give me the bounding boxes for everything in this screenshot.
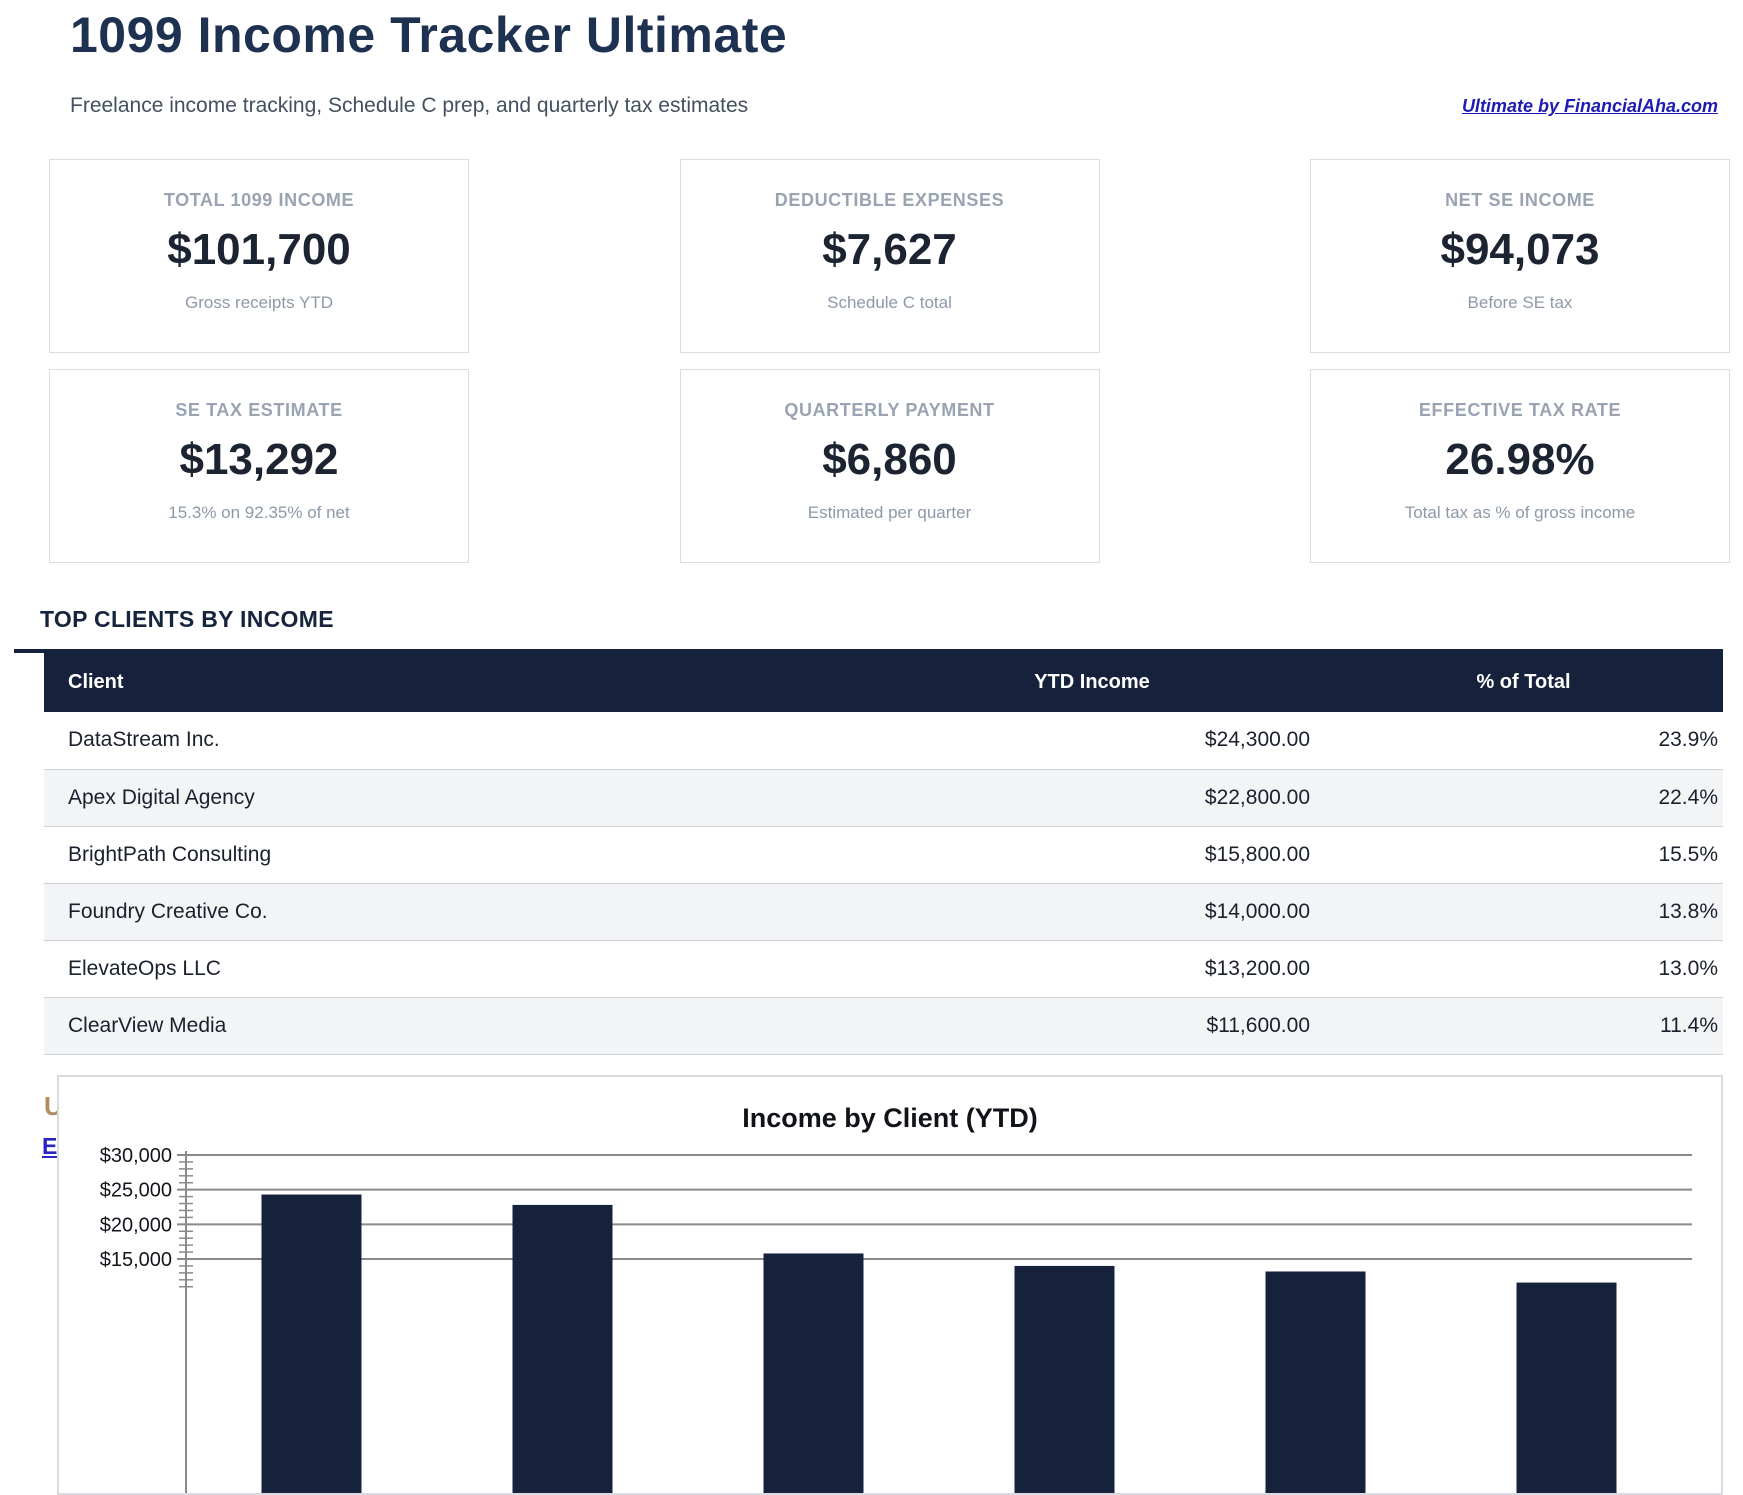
stat-card-net-se-income: NET SE INCOME $94,073 Before SE tax <box>1310 159 1730 353</box>
column-header-client: Client <box>44 653 860 712</box>
cell-pct: 15.5% <box>1324 826 1723 884</box>
cell-ytd: $15,800.00 <box>860 826 1324 884</box>
cell-pct: 23.9% <box>1324 712 1723 770</box>
cell-client: Foundry Creative Co. <box>44 883 860 941</box>
stat-label: DEDUCTIBLE EXPENSES <box>774 190 1005 210</box>
cell-client: DataStream Inc. <box>44 712 860 770</box>
chart-card: $30,000 $25,000 $20,000 $15,000 Income by C… <box>57 1075 1723 1495</box>
chart-section: U E $30,000 $25,000 $20,000 $15,000 Income … <box>0 1075 1743 1495</box>
page-subtitle: Freelance income tracking, Schedule C pr… <box>70 94 749 117</box>
stat-value: $7,627 <box>822 225 957 274</box>
y-axis-label: $20,000 <box>100 1214 172 1236</box>
stat-card-se-tax-estimate: SE TAX ESTIMATE $13,292 15.3% on 92.35% … <box>49 369 469 563</box>
bar <box>261 1194 362 1493</box>
brand-link[interactable]: Ultimate by FinancialAha.com <box>1461 96 1718 116</box>
bar <box>1014 1265 1115 1493</box>
stats-grid: TOTAL 1099 INCOME $101,700 Gross receipt… <box>49 159 1730 563</box>
stat-label: NET SE INCOME <box>1445 190 1595 210</box>
page-title: 1099 Income Tracker Ultimate <box>70 7 788 63</box>
cell-client: Apex Digital Agency <box>44 769 860 827</box>
bar <box>763 1253 864 1493</box>
stat-label: SE TAX ESTIMATE <box>175 400 343 420</box>
cell-ytd: $11,600.00 <box>860 997 1324 1055</box>
y-axis-label: $30,000 <box>100 1145 172 1167</box>
cell-client: ElevateOps LLC <box>44 940 860 998</box>
cell-pct: 11.4% <box>1324 997 1723 1055</box>
subtitle-row: Freelance income tracking, Schedule C pr… <box>70 94 1718 118</box>
background-fragment-link[interactable]: E <box>42 1133 58 1159</box>
chart-title: Income by Client (YTD) <box>742 1103 1038 1133</box>
y-axis-label: $25,000 <box>100 1180 172 1202</box>
cell-client: BrightPath Consulting <box>44 826 860 884</box>
cell-ytd: $22,800.00 <box>860 769 1324 827</box>
stat-card-deductible-expenses: DEDUCTIBLE EXPENSES $7,627 Schedule C to… <box>679 159 1100 353</box>
stat-value: $94,073 <box>1440 225 1600 274</box>
stat-card-total-income: TOTAL 1099 INCOME $101,700 Gross receipt… <box>49 159 469 353</box>
table-row: BrightPath Consulting $15,800.00 15.5% <box>44 826 1723 884</box>
stat-label: TOTAL 1099 INCOME <box>163 190 355 210</box>
stat-sub: Total tax as % of gross income <box>1404 503 1636 522</box>
bar <box>512 1204 613 1493</box>
stat-sub: 15.3% on 92.35% of net <box>168 503 350 522</box>
income-bar-chart: $30,000 $25,000 $20,000 $15,000 <box>100 1145 1692 1493</box>
stat-sub: Gross receipts YTD <box>184 293 333 312</box>
bar <box>1516 1282 1617 1493</box>
clients-table: Client YTD Income % of Total DataStream … <box>44 653 1723 1055</box>
cell-pct: 13.8% <box>1324 883 1723 941</box>
stat-sub: Estimated per quarter <box>807 503 972 522</box>
cell-ytd: $13,200.00 <box>860 940 1324 998</box>
table-row: Foundry Creative Co. $14,000.00 13.8% <box>44 883 1723 941</box>
table-row: DataStream Inc. $24,300.00 23.9% <box>44 712 1723 770</box>
stat-sub: Before SE tax <box>1467 293 1573 312</box>
stat-label: QUARTERLY PAYMENT <box>784 400 995 420</box>
stat-value: 26.98% <box>1445 435 1595 484</box>
table-row: Apex Digital Agency $22,800.00 22.4% <box>44 769 1723 827</box>
stat-value: $13,292 <box>179 435 339 484</box>
column-header-pct-total: % of Total <box>1324 653 1723 712</box>
cell-client: ClearView Media <box>44 997 860 1055</box>
table-row: ClearView Media $11,600.00 11.4% <box>44 997 1723 1055</box>
table-row: ElevateOps LLC $13,200.00 13.0% <box>44 940 1723 998</box>
cell-ytd: $24,300.00 <box>860 712 1324 770</box>
table-header-row: Client YTD Income % of Total <box>44 653 1723 712</box>
column-header-ytd-income: YTD Income <box>860 653 1324 712</box>
y-axis-label: $15,000 <box>100 1249 172 1271</box>
clients-section-heading: TOP CLIENTS BY INCOME <box>40 606 334 632</box>
cell-pct: 22.4% <box>1324 769 1723 827</box>
clients-table-wrap: Client YTD Income % of Total DataStream … <box>14 649 1723 1055</box>
stat-card-quarterly-payment: QUARTERLY PAYMENT $6,860 Estimated per q… <box>679 369 1100 563</box>
cell-pct: 13.0% <box>1324 940 1723 998</box>
bar <box>1265 1271 1366 1493</box>
stat-sub: Schedule C total <box>827 293 952 312</box>
stat-card-effective-tax-rate: EFFECTIVE TAX RATE 26.98% Total tax as %… <box>1310 369 1730 563</box>
stat-label: EFFECTIVE TAX RATE <box>1418 400 1622 420</box>
stat-value: $101,700 <box>167 225 351 274</box>
cell-ytd: $14,000.00 <box>860 883 1324 941</box>
stat-value: $6,860 <box>822 435 957 484</box>
